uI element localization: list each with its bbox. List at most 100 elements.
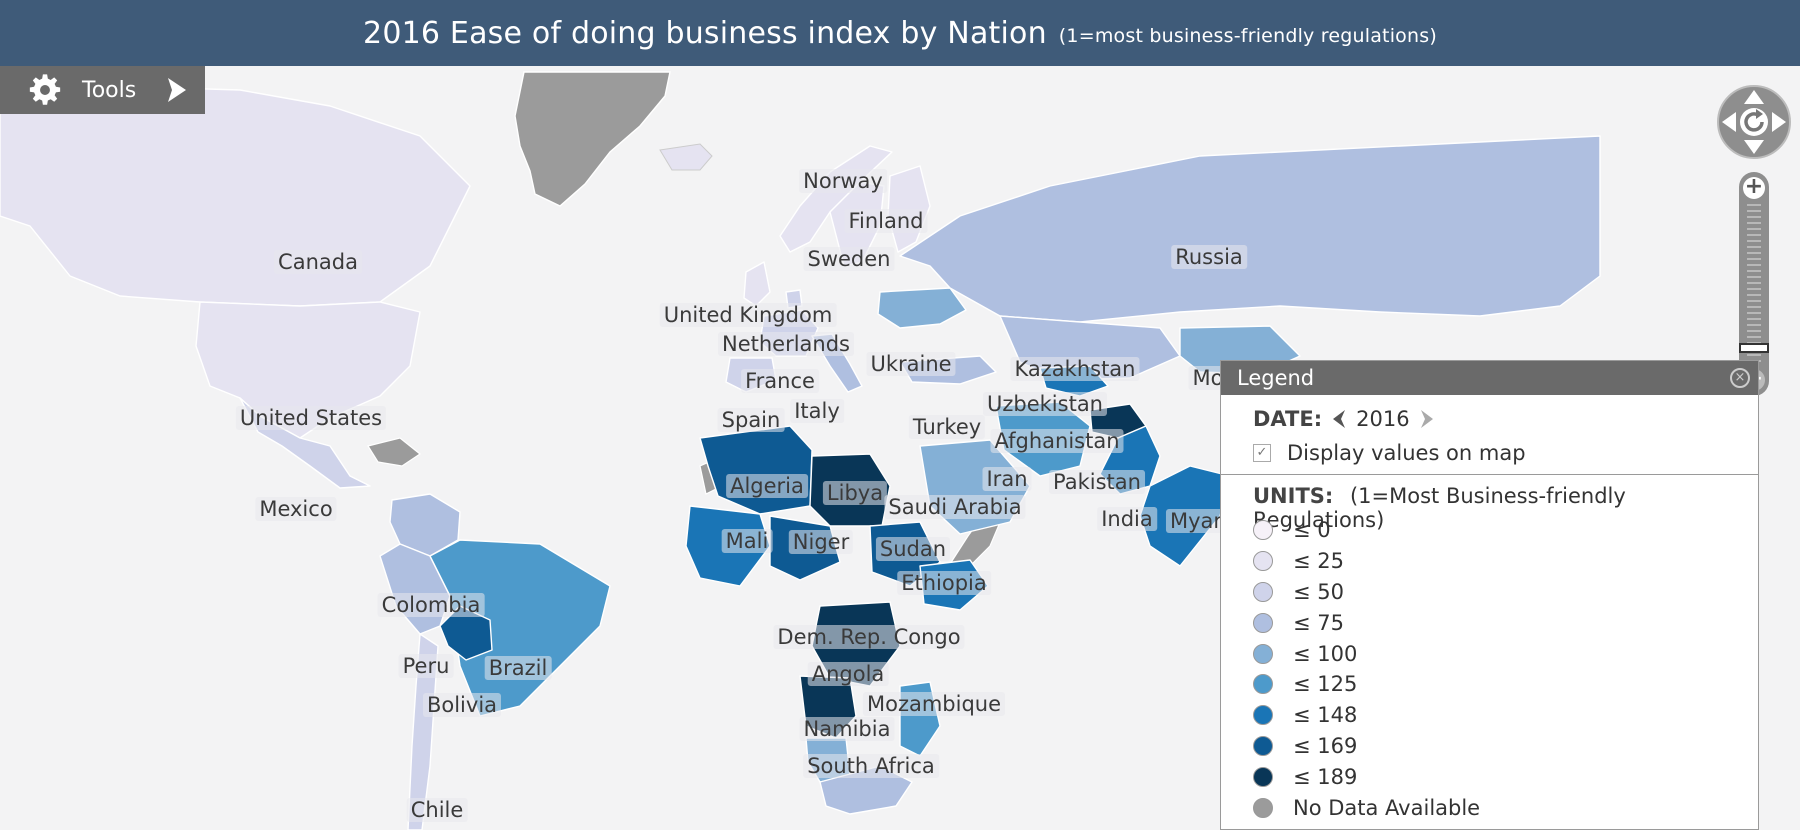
legend-item-label: ≤ 189 bbox=[1293, 764, 1358, 789]
map-title-bar: 2016 Ease of doing business index by Nat… bbox=[0, 0, 1800, 66]
legend-item: ≤ 148 bbox=[1253, 700, 1480, 731]
date-label: DATE: bbox=[1253, 407, 1323, 431]
country-label: Netherlands bbox=[717, 332, 855, 356]
legend-panel: Legend × DATE: 2016 ✓ Display values on … bbox=[1220, 360, 1759, 830]
tools-button[interactable]: Tools bbox=[0, 66, 205, 114]
country-label: Canada bbox=[274, 250, 362, 274]
country-label: Mozambique bbox=[862, 692, 1006, 716]
legend-swatch bbox=[1253, 612, 1273, 633]
legend-item-label: ≤ 50 bbox=[1293, 579, 1344, 604]
legend-swatch bbox=[1253, 766, 1273, 787]
country-united-kingdom[interactable] bbox=[743, 261, 771, 307]
country-label: Angola bbox=[807, 662, 889, 686]
country-label: Ethiopia bbox=[897, 571, 991, 595]
zoom-slider-handle[interactable] bbox=[1739, 343, 1769, 353]
country-mexico[interactable] bbox=[239, 397, 371, 489]
country-label: Myar bbox=[1165, 509, 1227, 533]
zoom-in-button[interactable]: + bbox=[1743, 174, 1765, 199]
country-label: Norway bbox=[799, 169, 887, 193]
legend-item-label: ≤ 125 bbox=[1293, 672, 1358, 697]
country-label: Russia bbox=[1171, 245, 1247, 269]
legend-item: ≤ 125 bbox=[1253, 669, 1480, 700]
display-values-checkbox[interactable]: ✓ bbox=[1253, 444, 1271, 462]
legend-item: ≤ 189 bbox=[1253, 761, 1480, 792]
country-label: Saudi Arabia bbox=[884, 495, 1026, 519]
units-value: (1=Most Business-friendly Regulations) bbox=[1253, 484, 1626, 532]
pan-navigation-control[interactable] bbox=[1716, 84, 1792, 160]
legend-swatch bbox=[1253, 674, 1273, 695]
country-label: Ukraine bbox=[866, 352, 956, 376]
chevron-right-icon[interactable] bbox=[1420, 409, 1434, 429]
legend-items: ≤ 0 ≤ 25 ≤ 50 ≤ 75 ≤ 100 ≤ 125 ≤ 148 ≤ 1… bbox=[1253, 515, 1480, 823]
country-label: France bbox=[741, 369, 819, 393]
close-icon[interactable]: × bbox=[1730, 368, 1750, 388]
country-label: Brazil bbox=[484, 656, 552, 680]
country-label: Uzbekistan bbox=[983, 392, 1107, 416]
country-label: Afghanistan bbox=[990, 429, 1124, 453]
country-label: Libya bbox=[822, 481, 888, 505]
chevron-right-icon bbox=[168, 78, 187, 102]
country-label: Algeria bbox=[726, 474, 808, 498]
country-algeria[interactable] bbox=[699, 425, 813, 515]
country-label: India bbox=[1097, 507, 1157, 531]
legend-item: ≤ 100 bbox=[1253, 638, 1480, 669]
units-row: UNITS: (1=Most Business-friendly Regulat… bbox=[1253, 484, 1758, 532]
country-canada[interactable] bbox=[0, 85, 471, 307]
legend-item: ≤ 0 bbox=[1253, 515, 1480, 546]
map-area[interactable]: Canada United States Mexico Colombia Peru Bra… bbox=[0, 66, 1800, 830]
country-label: Finland bbox=[844, 209, 928, 233]
legend-item-label: ≤ 148 bbox=[1293, 703, 1358, 728]
gear-icon bbox=[29, 74, 61, 105]
country-label: Bolivia bbox=[422, 693, 502, 717]
legend-item-label: ≤ 25 bbox=[1293, 549, 1344, 574]
country-label: Italy bbox=[790, 399, 844, 423]
display-values-label: Display values on map bbox=[1287, 441, 1526, 465]
country-label: Sudan bbox=[875, 537, 951, 561]
legend-header: Legend × bbox=[1221, 361, 1758, 395]
zoom-track[interactable] bbox=[1747, 204, 1761, 362]
date-selector: DATE: 2016 bbox=[1253, 407, 1444, 431]
country-label: Dem. Rep. Congo bbox=[773, 625, 965, 649]
map-subtitle: (1=most business-friendly regulations) bbox=[1058, 25, 1437, 47]
country-label: Mali bbox=[721, 529, 773, 553]
tools-label: Tools bbox=[82, 77, 137, 103]
country-ukraine[interactable] bbox=[877, 287, 967, 329]
north-africa-misc-shape bbox=[367, 437, 422, 467]
greenland-shape bbox=[514, 71, 671, 207]
country-label: Iran bbox=[982, 467, 1032, 491]
legend-item-label: ≤ 0 bbox=[1293, 518, 1331, 543]
legend-item: ≤ 75 bbox=[1253, 607, 1480, 638]
units-label: UNITS: bbox=[1253, 484, 1334, 508]
pan-right-icon[interactable] bbox=[1772, 112, 1786, 132]
legend-item: ≤ 25 bbox=[1253, 546, 1480, 577]
display-values-option: ✓ Display values on map bbox=[1253, 441, 1526, 465]
legend-item: ≤ 50 bbox=[1253, 577, 1480, 608]
legend-swatch bbox=[1253, 581, 1273, 602]
map-title: 2016 Ease of doing business index by Nat… bbox=[363, 15, 1047, 51]
country-label: Mexico bbox=[255, 497, 337, 521]
country-russia[interactable] bbox=[899, 135, 1601, 323]
country-label: South Africa bbox=[803, 754, 939, 778]
date-year: 2016 bbox=[1356, 407, 1410, 431]
country-label: Chile bbox=[406, 798, 468, 822]
legend-item-label: ≤ 169 bbox=[1293, 733, 1358, 758]
country-label: Spain bbox=[717, 408, 785, 432]
pan-left-icon[interactable] bbox=[1722, 112, 1736, 132]
legend-item-label: ≤ 100 bbox=[1293, 641, 1358, 666]
legend-swatch bbox=[1253, 735, 1273, 756]
legend-swatch bbox=[1253, 705, 1273, 726]
reset-view-icon[interactable] bbox=[1744, 112, 1764, 132]
country-label: Kazakhstan bbox=[1010, 357, 1140, 381]
legend-item-label: ≤ 75 bbox=[1293, 610, 1344, 635]
country-label: Peru bbox=[398, 654, 454, 678]
pan-down-icon[interactable] bbox=[1744, 140, 1764, 154]
chevron-left-icon[interactable] bbox=[1332, 409, 1346, 429]
pan-up-icon[interactable] bbox=[1744, 90, 1764, 104]
legend-item: No Data Available bbox=[1253, 792, 1480, 823]
country-label: Colombia bbox=[377, 593, 485, 617]
legend-title: Legend bbox=[1237, 366, 1315, 390]
legend-divider bbox=[1221, 474, 1758, 475]
country-label: Namibia bbox=[799, 717, 895, 741]
country-label: Turkey bbox=[908, 415, 986, 439]
country-label: United Kingdom bbox=[659, 303, 837, 327]
